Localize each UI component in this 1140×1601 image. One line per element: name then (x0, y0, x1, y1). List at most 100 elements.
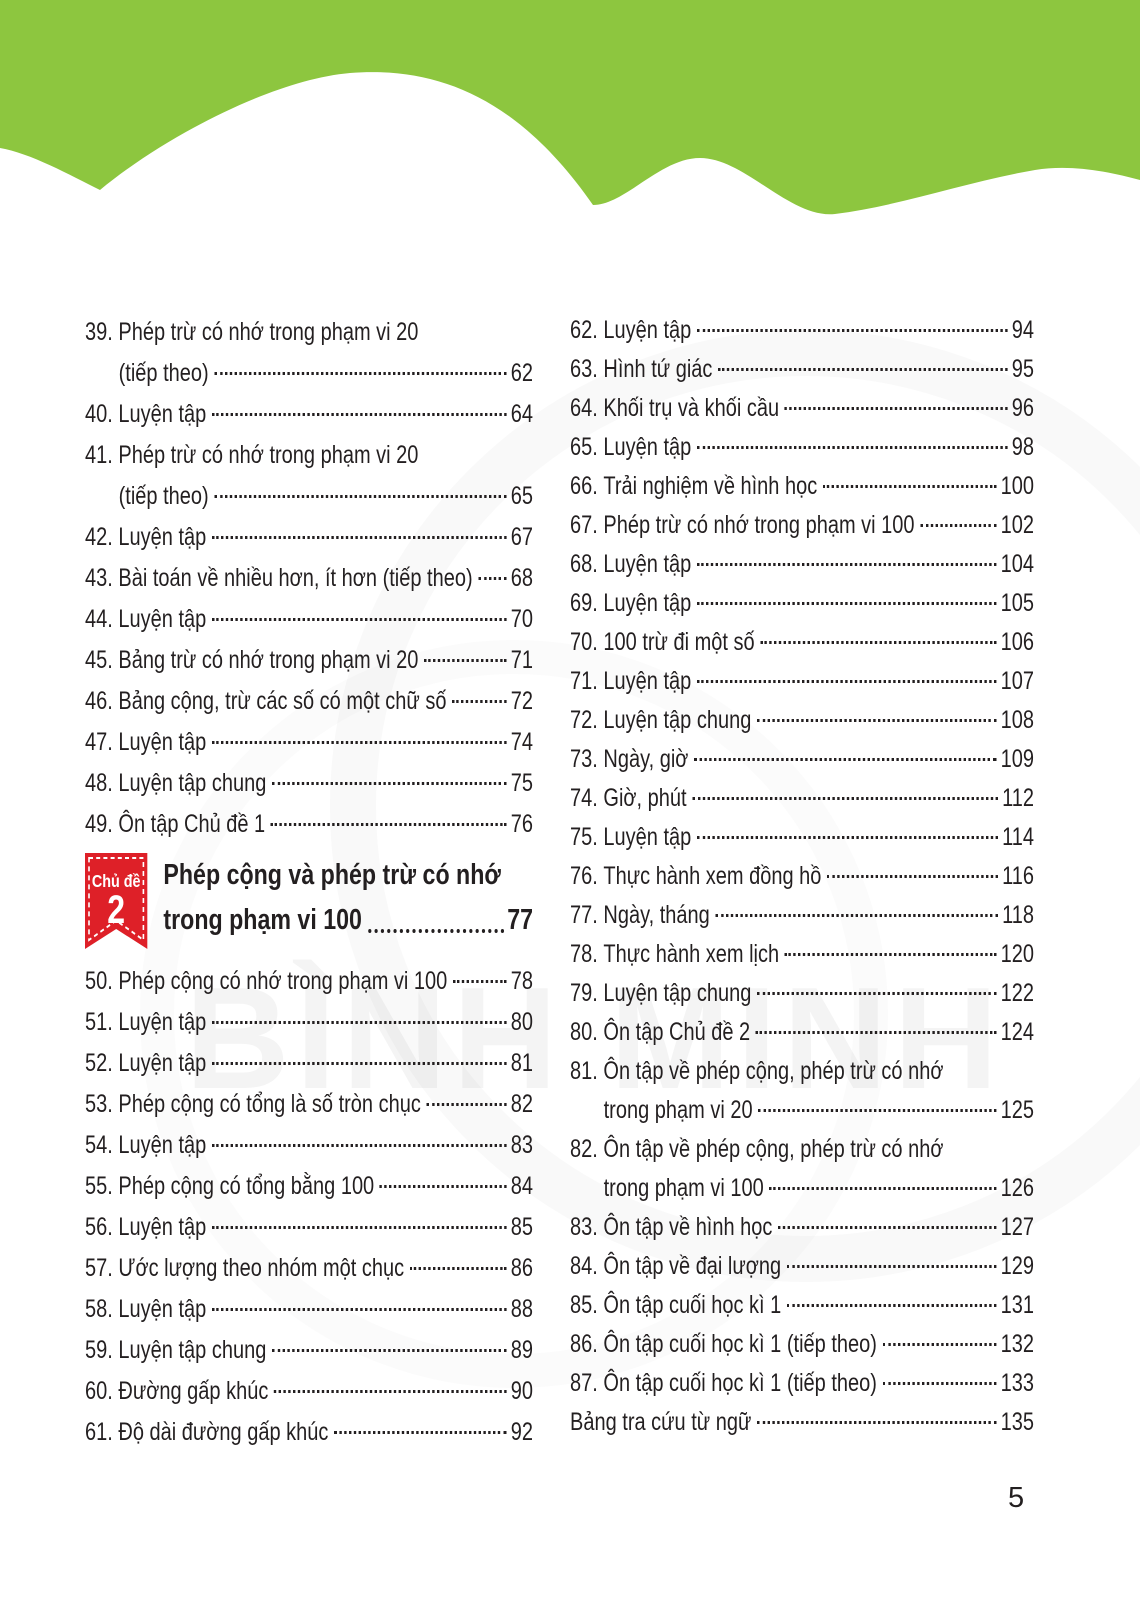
entry-title: Ôn tập cuối học kì 1 (tiếp theo) (603, 1329, 877, 1358)
entry-page-number: 108 (1000, 705, 1034, 734)
toc-entry-line: 65. Luyện tập 98 (570, 429, 1034, 468)
toc-entry: 49. Ôn tập Chủ đề 1 76 (85, 804, 533, 845)
toc-entry-line: 52. Luyện tập 81 (85, 1043, 533, 1084)
entry-number: 45. (85, 645, 113, 674)
toc-entry-line: 72. Luyện tập chung 108 (570, 702, 1034, 741)
toc-column-right: 62. Luyện tập 94 63. Hình tứ giác 95 64. Khối t… (570, 312, 1034, 1443)
entry-number: 70. (570, 627, 598, 656)
entry-number: 57. (85, 1253, 113, 1282)
dot-leader (271, 1349, 507, 1352)
entry-number: 87. (570, 1368, 598, 1397)
entry-page-number: 120 (1000, 939, 1034, 968)
dot-leader (718, 368, 1008, 371)
toc-entry-line: 44. Luyện tập 70 (85, 599, 533, 640)
toc-entry-line: 67. Phép trừ có nhớ trong phạm vi 100 102 (570, 507, 1034, 546)
toc-entry-line: 45. Bảng trừ có nhớ trong phạm vi 20 71 (85, 640, 533, 681)
toc-entry: 53. Phép cộng có tổng là số tròn chục 82 (85, 1084, 533, 1125)
toc-entry-line: 46. Bảng cộng, trừ các số có một chữ số 72 (85, 681, 533, 722)
entry-page-number: 102 (1000, 510, 1034, 539)
entry-title: Phép cộng có nhớ trong phạm vi 100 (118, 966, 448, 995)
entry-number: 66. (570, 471, 598, 500)
entry-page-number: 78 (510, 966, 533, 995)
entry-title: Ôn tập cuối học kì 1 (603, 1290, 782, 1319)
dot-leader (760, 641, 997, 644)
page-number: 5 (1008, 1482, 1025, 1514)
dot-leader (692, 797, 999, 800)
entry-page-number: 67 (510, 522, 533, 551)
entry-title: Luyện tập chung (118, 1335, 267, 1364)
entry-title: Ôn tập về hình học (603, 1212, 773, 1241)
entry-page-number: 96 (1011, 393, 1034, 422)
chapter-2-heading: Chủ đề 2 Phép cộng và phép trừ có nhớ tr… (85, 853, 533, 949)
dot-leader (211, 618, 507, 621)
dot-leader (756, 992, 997, 995)
entry-number: 55. (85, 1171, 113, 1200)
entry-title: Khối trụ và khối cầu (603, 393, 780, 422)
dot-leader (784, 953, 997, 956)
toc-entry: 42. Luyện tập 67 (85, 517, 533, 558)
toc-entry-line-continued: trong phạm vi 100 126 (570, 1170, 1034, 1209)
entry-title: Phép trừ có nhớ trong phạm vi 20 (118, 440, 419, 469)
dot-leader (920, 524, 997, 527)
entry-title: Phép cộng có tổng bằng 100 (118, 1171, 375, 1200)
entry-title: Ôn tập cuối học kì 1 (tiếp theo) (603, 1368, 877, 1397)
toc-entry-line: 68. Luyện tập 104 (570, 546, 1034, 585)
entry-title: Trải nghiệm về hình học (603, 471, 818, 500)
entry-number: 44. (85, 604, 113, 633)
toc-entry: 72. Luyện tập chung 108 (570, 702, 1034, 741)
entry-number: 61. (85, 1417, 113, 1446)
dot-leader (211, 1021, 507, 1024)
toc-entry-line: 81. Ôn tập về phép cộng, phép trừ có nhớ (570, 1053, 1034, 1092)
entry-number: 39. (85, 317, 113, 346)
entry-title: Luyện tập (603, 822, 692, 851)
toc-entry-line: 73. Ngày, giờ 109 (570, 741, 1034, 780)
dot-leader (214, 372, 507, 375)
dot-leader (452, 700, 507, 703)
toc-entry: 63. Hình tứ giác 95 (570, 351, 1034, 390)
toc-entry-line: 58. Luyện tập 88 (85, 1289, 533, 1330)
entry-number: 50. (85, 966, 113, 995)
entry-number: 56. (85, 1212, 113, 1241)
entry-page-number: 126 (1000, 1173, 1034, 1202)
entry-title: Ngày, tháng (603, 900, 710, 929)
toc-entry: 87. Ôn tập cuối học kì 1 (tiếp theo) 133 (570, 1365, 1034, 1404)
toc-entry: 86. Ôn tập cuối học kì 1 (tiếp theo) 132 (570, 1326, 1034, 1365)
toc-entry: 64. Khối trụ và khối cầu 96 (570, 390, 1034, 429)
entry-number: 68. (570, 549, 598, 578)
dot-leader (715, 914, 999, 917)
entry-number: 83. (570, 1212, 598, 1241)
toc-entry-line: Bảng tra cứu từ ngữ 135 (570, 1404, 1034, 1443)
entry-title: Luyện tập (118, 727, 207, 756)
dot-leader (478, 577, 507, 580)
entry-page-number: 71 (510, 645, 533, 674)
toc-entry: 59. Luyện tập chung 89 (85, 1330, 533, 1371)
entry-number: 71. (570, 666, 598, 695)
toc-entry: 69. Luyện tập 105 (570, 585, 1034, 624)
entry-page-number: 104 (1000, 549, 1034, 578)
entry-title: Luyện tập (603, 549, 692, 578)
toc-entry-line: 62. Luyện tập 94 (570, 312, 1034, 351)
green-sky-shape (0, 0, 1140, 215)
entry-number: 59. (85, 1335, 113, 1364)
entry-page-number: 129 (1000, 1251, 1034, 1280)
dot-leader (211, 1062, 507, 1065)
dot-leader (424, 659, 507, 662)
entry-title: Luyện tập (603, 315, 692, 344)
dot-leader (694, 758, 997, 761)
entry-page-number: 131 (1000, 1290, 1034, 1319)
dot-leader (271, 782, 507, 785)
dot-leader (696, 563, 997, 566)
toc-entry-line: 59. Luyện tập chung 89 (85, 1330, 533, 1371)
entry-number: 76. (570, 861, 598, 890)
toc-entry: 65. Luyện tập 98 (570, 429, 1034, 468)
dot-leader (696, 836, 999, 839)
toc-entry: 80. Ôn tập Chủ đề 2 124 (570, 1014, 1034, 1053)
entry-title: Thực hành xem lịch (603, 939, 780, 968)
toc-entry-line: 60. Đường gấp khúc 90 (85, 1371, 533, 1412)
chapter-page-number: 77 (507, 904, 533, 936)
entry-number: 75. (570, 822, 598, 851)
toc-entry-line: 61. Độ dài đường gấp khúc 92 (85, 1412, 533, 1453)
entry-page-number: 85 (510, 1212, 533, 1241)
toc-entry: 76. Thực hành xem đồng hồ 116 (570, 858, 1034, 897)
toc-entry-line: 63. Hình tứ giác 95 (570, 351, 1034, 390)
